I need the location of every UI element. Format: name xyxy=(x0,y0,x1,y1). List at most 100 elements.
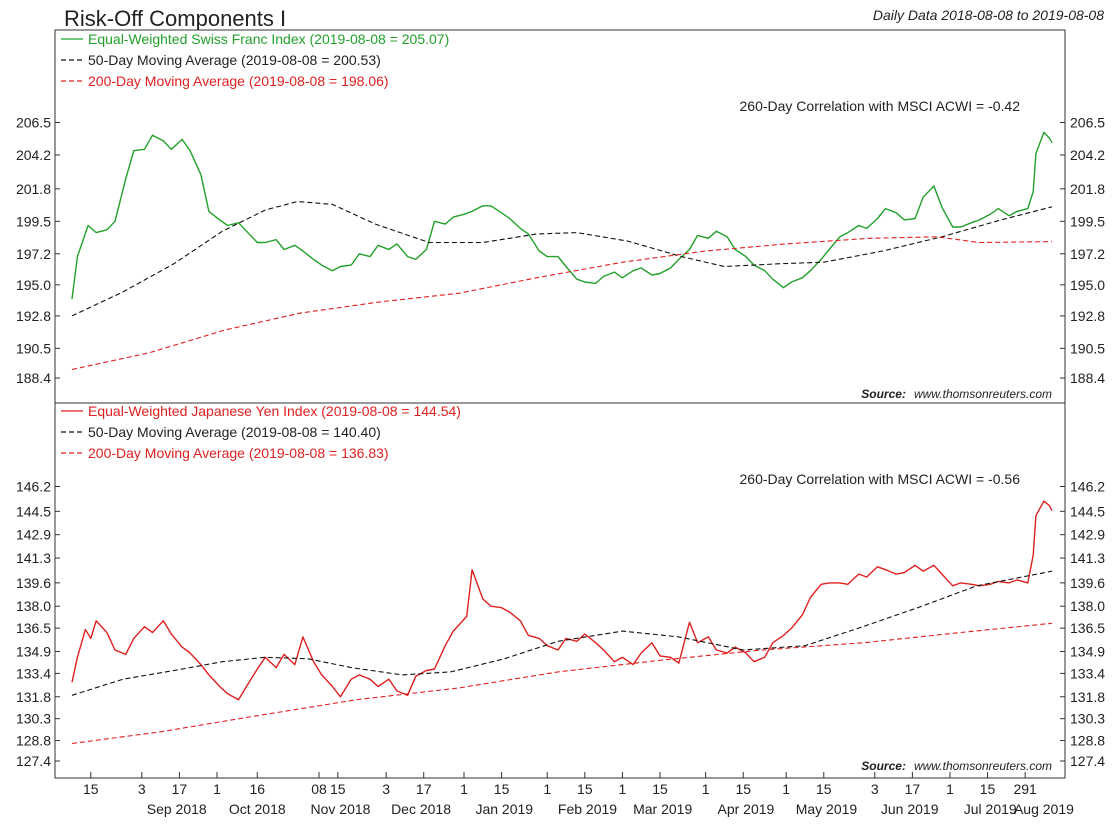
panel-1: 206.5 206.5 204.2 204.2 201.8 201.8 199.5 199.5… xyxy=(16,31,1105,401)
x-tick-label: 1 xyxy=(782,781,790,797)
chart-title: Risk-Off Components I xyxy=(64,6,286,31)
y-tick-label-right: 128.8 xyxy=(1070,733,1105,749)
y-tick-label-left: 128.8 xyxy=(16,733,51,749)
source-label: Source: xyxy=(861,759,906,773)
legend-label-1: Equal-Weighted Japanese Yen Index (2019-… xyxy=(88,403,461,419)
source-label: Source: xyxy=(861,387,906,401)
y-tick-label-left: 144.5 xyxy=(16,503,51,519)
x-tick-label: 15 xyxy=(735,781,751,797)
correlation-annotation: 260-Day Correlation with MSCI ACWI = -0.… xyxy=(740,471,1021,487)
y-tick-label-right: 204.2 xyxy=(1070,147,1105,163)
y-tick-label-right: 195.0 xyxy=(1070,277,1105,293)
legend-label-1: Equal-Weighted Swiss Franc Index (2019-0… xyxy=(88,31,449,47)
y-tick-label-right: 133.4 xyxy=(1070,665,1105,681)
series-line-1 xyxy=(71,500,1053,701)
x-month-label: Jan 2019 xyxy=(475,801,533,817)
y-tick-label-left: 192.8 xyxy=(16,308,51,324)
y-tick-label-right: 138.0 xyxy=(1070,598,1105,614)
x-tick-label: 15 xyxy=(816,781,832,797)
y-tick-label-left: 141.3 xyxy=(16,550,51,566)
y-tick-label-left: 201.8 xyxy=(16,181,51,197)
y-tick-label-right: 142.9 xyxy=(1070,527,1105,543)
y-tick-label-right: 144.5 xyxy=(1070,503,1105,519)
source-url: www.thomsonreuters.com xyxy=(914,387,1052,401)
x-tick-label: 15 xyxy=(330,781,346,797)
y-tick-label-right: 188.4 xyxy=(1070,370,1105,386)
x-month-label: May 2019 xyxy=(796,801,858,817)
y-tick-label-right: 206.5 xyxy=(1070,115,1105,131)
x-month-label: Aug 2019 xyxy=(1014,801,1074,817)
y-tick-label-left: 206.5 xyxy=(16,115,51,131)
chart-subtitle: Daily Data 2018-08-08 to 2019-08-08 xyxy=(873,7,1104,23)
x-tick-label: 291 xyxy=(1013,781,1037,797)
y-tick-label-left: 188.4 xyxy=(16,370,51,386)
y-tick-label-left: 197.2 xyxy=(16,246,51,262)
x-tick-label: 15 xyxy=(577,781,593,797)
x-month-label: Sep 2018 xyxy=(147,801,207,817)
y-tick-label-left: 139.6 xyxy=(16,575,51,591)
x-month-label: Apr 2019 xyxy=(718,801,775,817)
y-tick-label-right: 139.6 xyxy=(1070,575,1105,591)
y-tick-label-left: 131.8 xyxy=(16,689,51,705)
x-tick-label: 1 xyxy=(460,781,468,797)
x-month-label: Jul 2019 xyxy=(964,801,1017,817)
series-line-3 xyxy=(71,622,1053,745)
legend-label-3: 200-Day Moving Average (2019-08-08 = 136… xyxy=(88,445,389,461)
x-month-label: Oct 2018 xyxy=(229,801,286,817)
legend-label-2: 50-Day Moving Average (2019-08-08 = 200.… xyxy=(88,52,381,68)
y-tick-label-left: 190.5 xyxy=(16,340,51,356)
x-tick-label: 17 xyxy=(172,781,188,797)
x-tick-label: 1 xyxy=(946,781,954,797)
y-tick-label-right: 197.2 xyxy=(1070,246,1105,262)
y-tick-label-right: 127.4 xyxy=(1070,753,1105,769)
series-line-3 xyxy=(71,236,1053,371)
y-tick-label-right: 131.8 xyxy=(1070,689,1105,705)
x-tick-label: 15 xyxy=(83,781,99,797)
y-tick-label-left: 138.0 xyxy=(16,598,51,614)
y-tick-label-right: 199.5 xyxy=(1070,213,1105,229)
source-url: www.thomsonreuters.com xyxy=(914,759,1052,773)
y-tick-label-left: 142.9 xyxy=(16,527,51,543)
x-month-label: Feb 2019 xyxy=(558,801,617,817)
x-month-label: Dec 2018 xyxy=(391,801,451,817)
x-month-label: Jun 2019 xyxy=(881,801,939,817)
y-tick-label-left: 134.9 xyxy=(16,643,51,659)
y-tick-label-right: 190.5 xyxy=(1070,340,1105,356)
y-tick-label-left: 199.5 xyxy=(16,213,51,229)
y-tick-label-right: 130.3 xyxy=(1070,711,1105,727)
series-line-2 xyxy=(71,570,1053,696)
legend-label-2: 50-Day Moving Average (2019-08-08 = 140.… xyxy=(88,424,381,440)
x-axis: 15 3 17 1 16 08 15 3 17 1 15 1 15 1 15 1 15 1 15 3 17 1 15 291S… xyxy=(83,772,1074,817)
y-tick-label-left: 204.2 xyxy=(16,147,51,163)
plot-frame xyxy=(54,29,1066,779)
y-tick-label-right: 134.9 xyxy=(1070,643,1105,659)
x-tick-label: 1 xyxy=(213,781,221,797)
x-tick-label: 3 xyxy=(138,781,146,797)
y-tick-label-right: 192.8 xyxy=(1070,308,1105,324)
y-tick-label-left: 130.3 xyxy=(16,711,51,727)
series-line-2 xyxy=(71,200,1053,317)
y-tick-label-right: 146.2 xyxy=(1070,479,1105,495)
x-tick-label: 15 xyxy=(494,781,510,797)
x-tick-label: 1 xyxy=(619,781,627,797)
x-tick-label: 3 xyxy=(382,781,390,797)
legend-label-3: 200-Day Moving Average (2019-08-08 = 198… xyxy=(88,73,389,89)
x-tick-label: 1 xyxy=(543,781,551,797)
y-tick-label-left: 127.4 xyxy=(16,753,51,769)
y-tick-label-left: 136.5 xyxy=(16,620,51,636)
correlation-annotation: 260-Day Correlation with MSCI ACWI = -0.… xyxy=(740,98,1021,114)
y-tick-label-left: 146.2 xyxy=(16,479,51,495)
source-note: Source: www.thomsonreuters.com xyxy=(861,387,1052,401)
x-tick-label: 15 xyxy=(652,781,668,797)
x-tick-label: 16 xyxy=(249,781,265,797)
y-tick-label-right: 136.5 xyxy=(1070,620,1105,636)
x-tick-label: 17 xyxy=(905,781,921,797)
y-tick-label-left: 133.4 xyxy=(16,665,51,681)
x-tick-label: 15 xyxy=(980,781,996,797)
series-line-1 xyxy=(71,131,1053,300)
y-tick-label-left: 195.0 xyxy=(16,277,51,293)
x-tick-label: 17 xyxy=(416,781,432,797)
source-note: Source: www.thomsonreuters.com xyxy=(861,759,1052,773)
x-tick-label: 3 xyxy=(871,781,879,797)
